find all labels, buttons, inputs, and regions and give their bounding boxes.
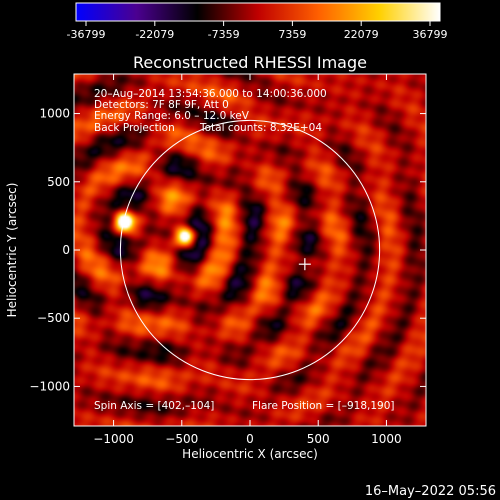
x-tick-label: −1000: [93, 432, 134, 446]
heatmap-image: [74, 74, 426, 426]
colorbar-ticks: -36799 -22079 -7359 7359 22079 36799: [67, 21, 448, 41]
y-tick-label: 500: [47, 175, 70, 189]
spin-axis-label: Spin Axis = [402,–104]: [94, 400, 214, 412]
colorbar-tick-label: -36799: [67, 28, 106, 41]
y-tick-label: 0: [62, 243, 70, 257]
x-tick-label: 1000: [371, 432, 402, 446]
y-tick-label: −500: [37, 311, 70, 325]
colorbar-tick-label: -22079: [135, 28, 174, 41]
colorbar: [75, 2, 441, 22]
y-axis: 1000 500 0 −500 −1000: [29, 107, 426, 393]
info-time-range: 20–Aug–2014 13:54:36.000 to 14:00:36.000: [94, 88, 327, 100]
flare-position-label: Flare Position = [–918,190]: [252, 400, 395, 412]
chart-title: Reconstructed RHESSI Image: [133, 53, 367, 72]
colorbar-tick-label: -7359: [208, 28, 240, 41]
colorbar-tick-label: 22079: [344, 28, 379, 41]
info-method: Back Projection: [94, 122, 175, 134]
x-tick-label: 0: [246, 432, 254, 446]
y-axis-label: Heliocentric Y (arcsec): [5, 183, 19, 318]
spin-axis-marker: [298, 258, 311, 271]
y-tick-label: −1000: [29, 379, 70, 393]
colorbar-tick-label: 36799: [413, 28, 448, 41]
timestamp: 16–May–2022 05:56: [365, 484, 496, 499]
x-tick-label: 500: [307, 432, 330, 446]
solar-limb-circle: [119, 119, 381, 381]
x-axis-label: Heliocentric X (arcsec): [182, 447, 318, 461]
info-total-counts: Total counts: 8.32E+04: [199, 122, 322, 134]
colorbar-tick-label: 7359: [278, 28, 306, 41]
x-axis: −1000 −500 0 500 1000: [93, 74, 402, 446]
y-tick-label: 1000: [39, 107, 70, 121]
info-energy-range: Energy Range: 6.0 – 12.0 keV: [94, 110, 250, 122]
x-tick-label: −500: [165, 432, 198, 446]
info-detectors: Detectors: 7F 8F 9F, Att 0: [94, 99, 229, 111]
